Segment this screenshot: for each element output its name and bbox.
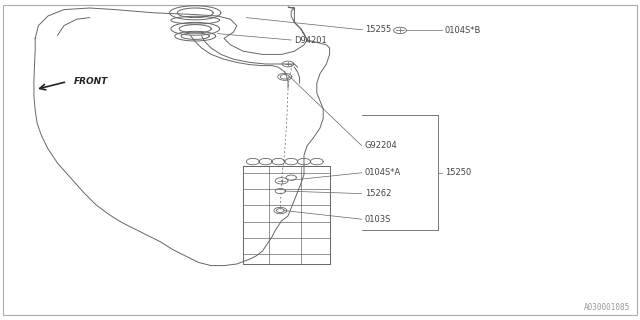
Text: D94201: D94201 <box>294 36 327 45</box>
Text: FRONT: FRONT <box>74 77 108 86</box>
Text: 0104S*A: 0104S*A <box>365 168 401 177</box>
Text: A030001085: A030001085 <box>584 303 630 312</box>
Text: 0104S*B: 0104S*B <box>445 26 481 35</box>
Text: 15255: 15255 <box>365 25 391 34</box>
Text: 15262: 15262 <box>365 189 391 198</box>
Text: 0103S: 0103S <box>365 215 391 224</box>
Text: G92204: G92204 <box>365 141 397 150</box>
Text: 15250: 15250 <box>445 168 471 177</box>
